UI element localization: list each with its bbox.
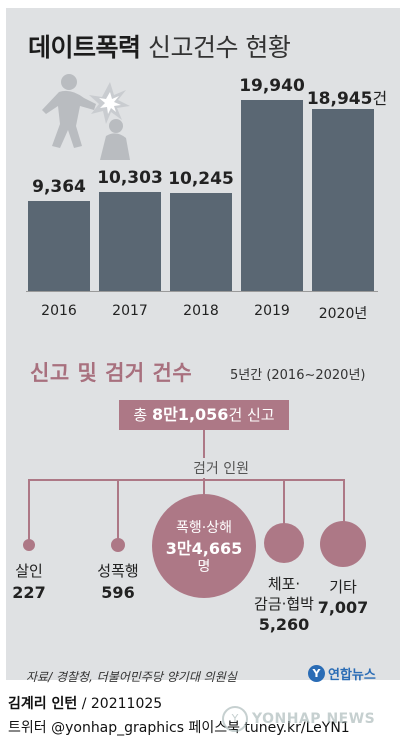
total-value: 8만1,056 [151,405,229,424]
value-murder: 227 [12,583,46,602]
circle-rape [111,538,125,552]
infographic-panel: 데이트폭력 신고건수 현황 9,364 2016 10,303 2017 10,245 2… [6,8,400,684]
bar-value-unit: 건 [372,89,388,108]
bar-value-2018: 10,245 [168,169,234,189]
connector-horizontal [28,479,344,481]
x-tick-2017: 2017 [112,303,148,319]
source-note: 자료/ 경찰청, 더불어민주당 양기대 의원실 [26,670,237,684]
circle-other [320,521,366,567]
total-suffix: 건 신고 [228,406,275,424]
credit-line: 김계리 인턴 / 20211025 [8,693,162,713]
label-rape: 성폭행 [97,562,139,580]
connector-drop-2 [117,479,119,541]
bar-2016 [28,201,90,291]
x-tick-2019: 2019 [254,303,290,319]
yonhap-logo-text: 연합뉴스 [328,668,376,683]
bar-value-2017: 10,303 [97,168,163,188]
value-other: 7,007 [317,598,369,617]
connector-drop-5 [343,479,345,523]
x-tick-2018: 2018 [183,303,219,319]
value-assault: 3만4,665 [165,539,243,558]
bar-value-2016: 9,364 [32,177,86,197]
yonhap-logo-icon: Y [308,665,325,682]
title-normal: 신고건수 현황 [147,33,291,62]
bar-value-2020: 18,945건 [306,89,388,109]
bar-2018 [170,193,232,291]
connector-drop-3 [203,479,205,501]
watermark-text: YONHAP NEWS [252,711,376,727]
x-tick-2020: 2020년 [318,306,368,322]
connector-drop-1 [28,479,30,541]
yonhap-logo: Y 연합뉴스 [308,664,376,683]
watermark-icon: Y [222,706,248,732]
x-tick-2016: 2016 [41,303,77,319]
total-reports-box: 총 8만1,056건 신고 [119,400,289,430]
credit-author: 김계리 인턴 [8,696,78,712]
breakdown-title: 신고 및 검거 건수 [30,361,193,385]
breakdown-subtitle: 5년간 (2016∼2020년) [230,368,366,383]
value-rape: 596 [101,583,135,602]
credit-date: / 20211025 [81,696,163,712]
x-axis-baseline [26,291,378,292]
unit-assault: 명 [197,559,211,575]
violence-illustration [42,74,130,160]
watermark: Y YONHAP NEWS [222,706,375,732]
circle-confinement [264,523,304,563]
label-other: 기타 [329,578,357,596]
value-confinement: 5,260 [258,615,310,634]
label-confinement-1: 체포· [267,575,301,593]
bar-value-2019: 19,940 [239,76,305,96]
connector-drop-4 [283,479,285,525]
bar-2017 [99,192,161,291]
sns-line: 트위터 @yonhap_graphics 페이스북 tuney.kr/LeYN1 [8,720,350,736]
label-assault: 폭행·상해 [176,520,232,536]
bar-2020 [312,109,374,291]
connector-vertical [203,422,205,480]
total-prefix: 총 [133,406,152,424]
label-murder: 살인 [15,562,43,580]
title-bold: 데이트폭력 [28,33,141,62]
bar-2019 [241,100,303,291]
chart-title: 데이트폭력 신고건수 현황 [28,28,291,64]
label-confinement-2: 감금·협박 [254,595,314,613]
circle-murder [23,539,35,551]
circle-assault [152,494,256,598]
arrest-label: 검거 인원 [188,458,254,478]
